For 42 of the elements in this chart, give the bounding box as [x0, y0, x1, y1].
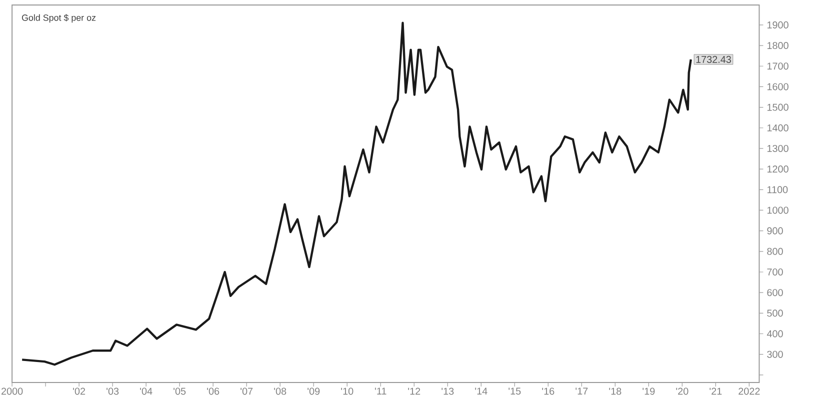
- x-tick-label: '04: [140, 388, 152, 395]
- x-tick-label: '13: [442, 388, 454, 395]
- x-tick-label: 2000: [2, 388, 23, 395]
- y-tick-label: 500: [767, 309, 783, 316]
- y-tick-label: 800: [767, 248, 783, 255]
- text: Gold Spot $ per oz: [22, 14, 96, 22]
- x-tick-label: '15: [508, 388, 521, 394]
- x-tick-label: '03: [106, 388, 119, 395]
- x-tick-label: '09: [308, 388, 320, 395]
- y-tick-label: 600: [767, 288, 783, 296]
- y-tick-label: 1600: [767, 82, 788, 90]
- x-tick-label: '17: [576, 388, 588, 394]
- x-tick-label: 2022: [738, 388, 760, 395]
- x-tick-label: '18: [609, 388, 622, 395]
- x-tick-label: '02: [73, 388, 86, 395]
- x-tick-label: '20: [676, 388, 688, 395]
- x-tick-label: '14: [475, 388, 488, 394]
- x-tick-label: '05: [174, 388, 186, 395]
- y-tick-label: 400: [766, 330, 783, 338]
- y-tick-label: 1100: [767, 186, 788, 193]
- x-tick-label: '06: [207, 388, 220, 395]
- y-tick-label: 700: [767, 268, 783, 276]
- x-tick-label: '16: [542, 388, 554, 395]
- line-series: [21, 22, 692, 366]
- y-tick-label: 900: [767, 227, 783, 234]
- x-tick-label: '19: [642, 388, 655, 395]
- x-tick-label: '21: [710, 388, 722, 394]
- y-tick-label: 1300: [767, 144, 788, 152]
- x-tick-label: '08: [274, 388, 286, 395]
- y-tick-label: 300: [767, 350, 783, 358]
- y-tick-label: 1500: [767, 104, 788, 111]
- x-tick-label: '07: [240, 388, 253, 395]
- data-label: 1732.43: [696, 56, 731, 63]
- y-tick-label: 1700: [767, 62, 788, 70]
- x-tick-label: '11: [375, 388, 386, 394]
- y-tick-label: 1200: [767, 165, 788, 172]
- y-tick-label: 1800: [767, 42, 788, 49]
- y-tick-label: 1400: [767, 124, 788, 132]
- x-tick-label: '10: [341, 388, 354, 395]
- x-tick-label: '12: [408, 388, 420, 394]
- y-tick-label: 1900: [767, 21, 788, 28]
- y-tick-label: 1000: [767, 206, 788, 214]
